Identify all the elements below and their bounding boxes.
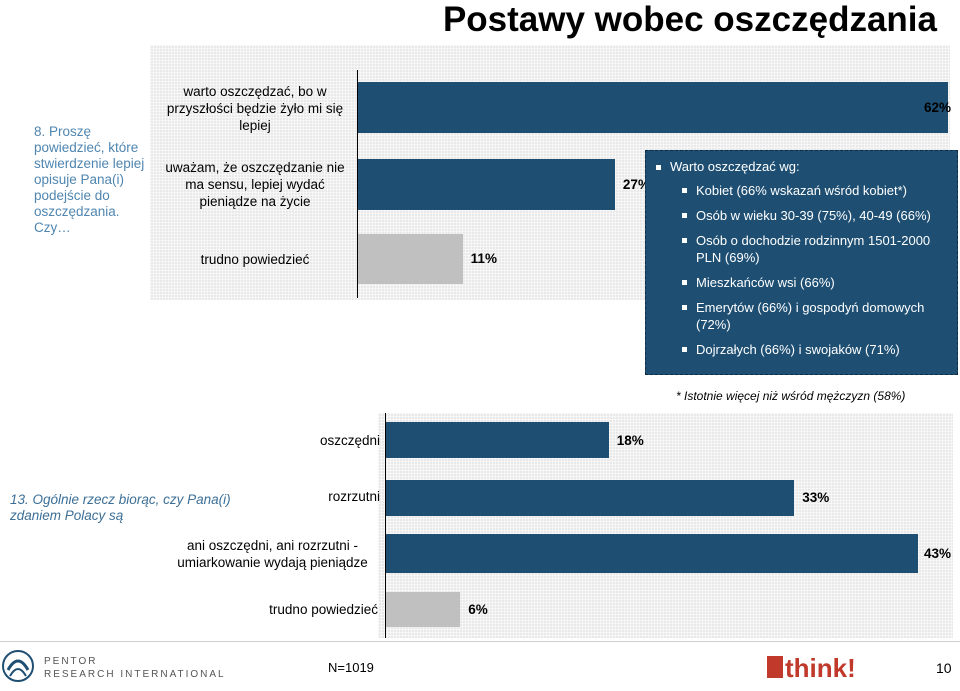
callout-item: Kobiet (66% wskazań wśród kobiet*): [682, 182, 947, 199]
callout-head: Warto oszczędzać wg:: [656, 159, 947, 174]
bullet-icon: [682, 188, 687, 193]
bullet-icon: [682, 347, 687, 352]
think-logo-text: think!: [785, 653, 856, 683]
page-title: Postawy wobec oszczędzania: [442, 0, 937, 39]
callout-item: Dojrzałych (66%) i swojaków (71%): [682, 341, 947, 358]
callout-item-text: Osób w wieku 30-39 (75%), 40-49 (66%): [696, 208, 931, 223]
callout-head-text: Warto oszczędzać wg:: [670, 159, 800, 174]
chart2-category-label: oszczędni: [319, 433, 380, 448]
chart2-value-label: 18%: [616, 433, 644, 448]
chart1-value-label: 62%: [924, 100, 952, 115]
chart2-bar: [386, 592, 461, 627]
chart1-category-label: uważam, że oszczędzanie nie ma sensu, le…: [165, 160, 345, 209]
pentor-logo-text: PENTOR: [44, 656, 98, 667]
footnote: * Istotnie więcej niż wśród mężczyzn (58…: [676, 389, 906, 403]
chart2-bar: [386, 534, 918, 573]
bullet-icon: [682, 238, 687, 243]
chart2-axis: [385, 413, 386, 638]
think-logo: think!: [767, 653, 856, 683]
chart2-bar: [386, 480, 795, 516]
pentor-logo: PENTOR RESEARCH INTERNATIONAL: [2, 650, 226, 682]
bullet-icon: [656, 165, 661, 170]
chart1-bar: [358, 82, 948, 133]
chart1-bar: [358, 234, 463, 284]
bullet-icon: [682, 280, 687, 285]
callout-item: Mieszkańców wsi (66%): [682, 274, 947, 291]
callout-item-text: Dojrzałych (66%) i swojaków (71%): [696, 342, 900, 357]
chart1-axis: [357, 70, 358, 298]
page-number: 10: [936, 660, 952, 676]
callout-list: Kobiet (66% wskazań wśród kobiet*) Osób …: [656, 182, 947, 358]
chart2-value-label: 33%: [802, 490, 830, 505]
bullet-icon: [682, 213, 687, 218]
chart1-category-label: warto oszczędzać, bo w przyszłości będzi…: [166, 84, 344, 133]
footer-divider: [0, 641, 960, 642]
callout-item: Osób o dochodzie rodzinnym 1501-2000 PLN…: [682, 232, 947, 266]
segment-callout: Warto oszczędzać wg: Kobiet (66% wskazań…: [645, 150, 958, 375]
chart1-value-label: 27%: [622, 177, 650, 192]
chart1-value-label: 11%: [470, 251, 497, 266]
chart2-category-label: rozrzutni: [328, 489, 380, 504]
callout-item: Osób w wieku 30-39 (75%), 40-49 (66%): [682, 207, 947, 224]
callout-item-text: Emerytów (66%) i gospodyń domowych (72%): [696, 300, 925, 332]
chart1-bar: [358, 159, 615, 210]
question-8-text: 8. Proszę powiedzieć, które stwierdzenie…: [34, 124, 145, 235]
chart1-category-label: trudno powiedzieć: [200, 252, 310, 267]
chart2-value-label: 6%: [468, 602, 488, 617]
callout-item-text: Mieszkańców wsi (66%): [696, 275, 835, 290]
callout-item: Emerytów (66%) i gospodyń domowych (72%): [682, 299, 947, 333]
chart2-category-label: trudno powiedzieć: [269, 602, 378, 617]
callout-item-text: Kobiet (66% wskazań wśród kobiet*): [696, 183, 907, 198]
sample-size: N=1019: [328, 660, 374, 675]
chart2-value-label: 43%: [924, 546, 952, 561]
chart2-category-label: ani oszczędni, ani rozrzutni - umiarkowa…: [177, 538, 368, 570]
pentor-logo-subtext: RESEARCH INTERNATIONAL: [44, 669, 226, 680]
question-13-text: 13. Ogólnie rzecz biorąc, czy Pana(i) zd…: [10, 492, 231, 523]
callout-item-text: Osób o dochodzie rodzinnym 1501-2000 PLN…: [696, 233, 931, 265]
bullet-icon: [682, 305, 687, 310]
chart2-bar: [386, 422, 609, 458]
